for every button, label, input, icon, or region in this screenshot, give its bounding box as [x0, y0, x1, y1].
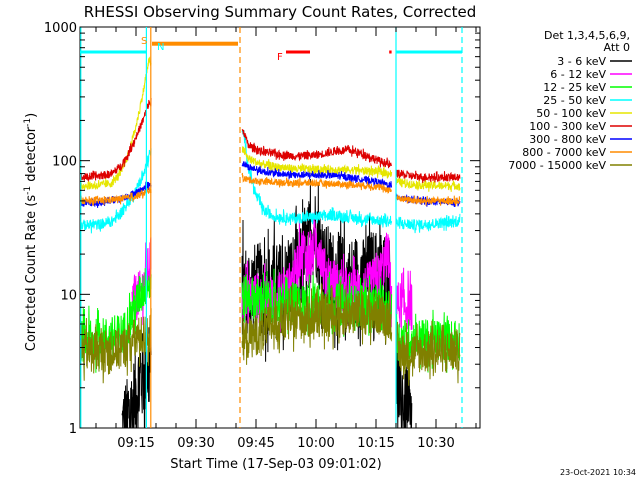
legend-label-8: 800 - 7000 keV	[522, 146, 606, 159]
legend-header-1: Det 1,3,4,5,6,9,	[544, 29, 630, 42]
series-layer	[80, 56, 461, 429]
x-tick-label-6: 10:30	[417, 436, 454, 451]
x-tick-label-4: 10:00	[297, 436, 334, 451]
saa-marker: S	[141, 36, 147, 47]
x-axis-label: Start Time (17-Sep-03 09:01:02)	[170, 457, 381, 472]
y-axis-label-end: )	[24, 113, 39, 118]
timestamp: 23-Oct-2021 10:34	[560, 468, 636, 477]
plot-area	[79, 26, 481, 429]
legend-label-1: 3 - 6 keV	[557, 55, 606, 68]
legend-label-3: 12 - 25 keV	[543, 81, 606, 94]
x-tick-label-5: 10:15	[357, 436, 394, 451]
saa-bar	[152, 41, 238, 46]
x-tick-label-1: 09:15	[117, 436, 154, 451]
series-line-4	[80, 129, 461, 234]
y-axis-label-sup1: -1	[23, 186, 33, 195]
legend-label-5: 50 - 100 keV	[536, 107, 606, 120]
boundary-lines	[80, 27, 463, 428]
night-bar-2	[396, 50, 462, 54]
series-line-9	[80, 281, 461, 386]
legend-label-2: 6 - 12 keV	[550, 68, 606, 81]
x-axis: 09:15 09:30 09:45 10:00 10:15 10:30	[95, 27, 477, 451]
night-marker: N	[157, 42, 164, 53]
series-line-8	[80, 172, 461, 207]
status-bars	[80, 41, 462, 54]
x-tick-label-2: 09:30	[177, 436, 214, 451]
plot-frame	[79, 26, 481, 429]
y-tick-label-1: 1	[69, 422, 77, 437]
series-line-5	[80, 56, 461, 192]
y-axis-label: Corrected Count Rate (s-1 detector-1)	[23, 113, 39, 351]
y-axis-label-sup2: -1	[23, 118, 33, 127]
y-axis-label-main: Corrected Count Rate (s	[24, 195, 39, 352]
legend-label-4: 25 - 50 keV	[543, 94, 606, 107]
flare-bar-1	[286, 50, 310, 54]
y-axis: 1 10 100 1000	[44, 21, 480, 437]
y-axis-label-mid: detector	[24, 126, 39, 186]
chart-title: RHESSI Observing Summary Count Rates, Co…	[84, 3, 477, 21]
y-tick-label-3: 100	[52, 155, 77, 170]
flare-marker: F	[277, 52, 283, 63]
legend-label-6: 100 - 300 keV	[529, 120, 606, 133]
legend-label-7: 300 - 800 keV	[529, 133, 606, 146]
series-line-6	[80, 98, 461, 183]
y-tick-label-4: 1000	[44, 21, 77, 36]
flare-bar-2	[389, 50, 392, 54]
night-bar-1	[80, 50, 146, 54]
legend-label-9: 7000 - 15000 keV	[508, 159, 606, 172]
legend-header-2: Att 0	[604, 41, 630, 54]
x-tick-label-3: 09:45	[237, 436, 274, 451]
y-tick-label-2: 10	[60, 288, 77, 303]
